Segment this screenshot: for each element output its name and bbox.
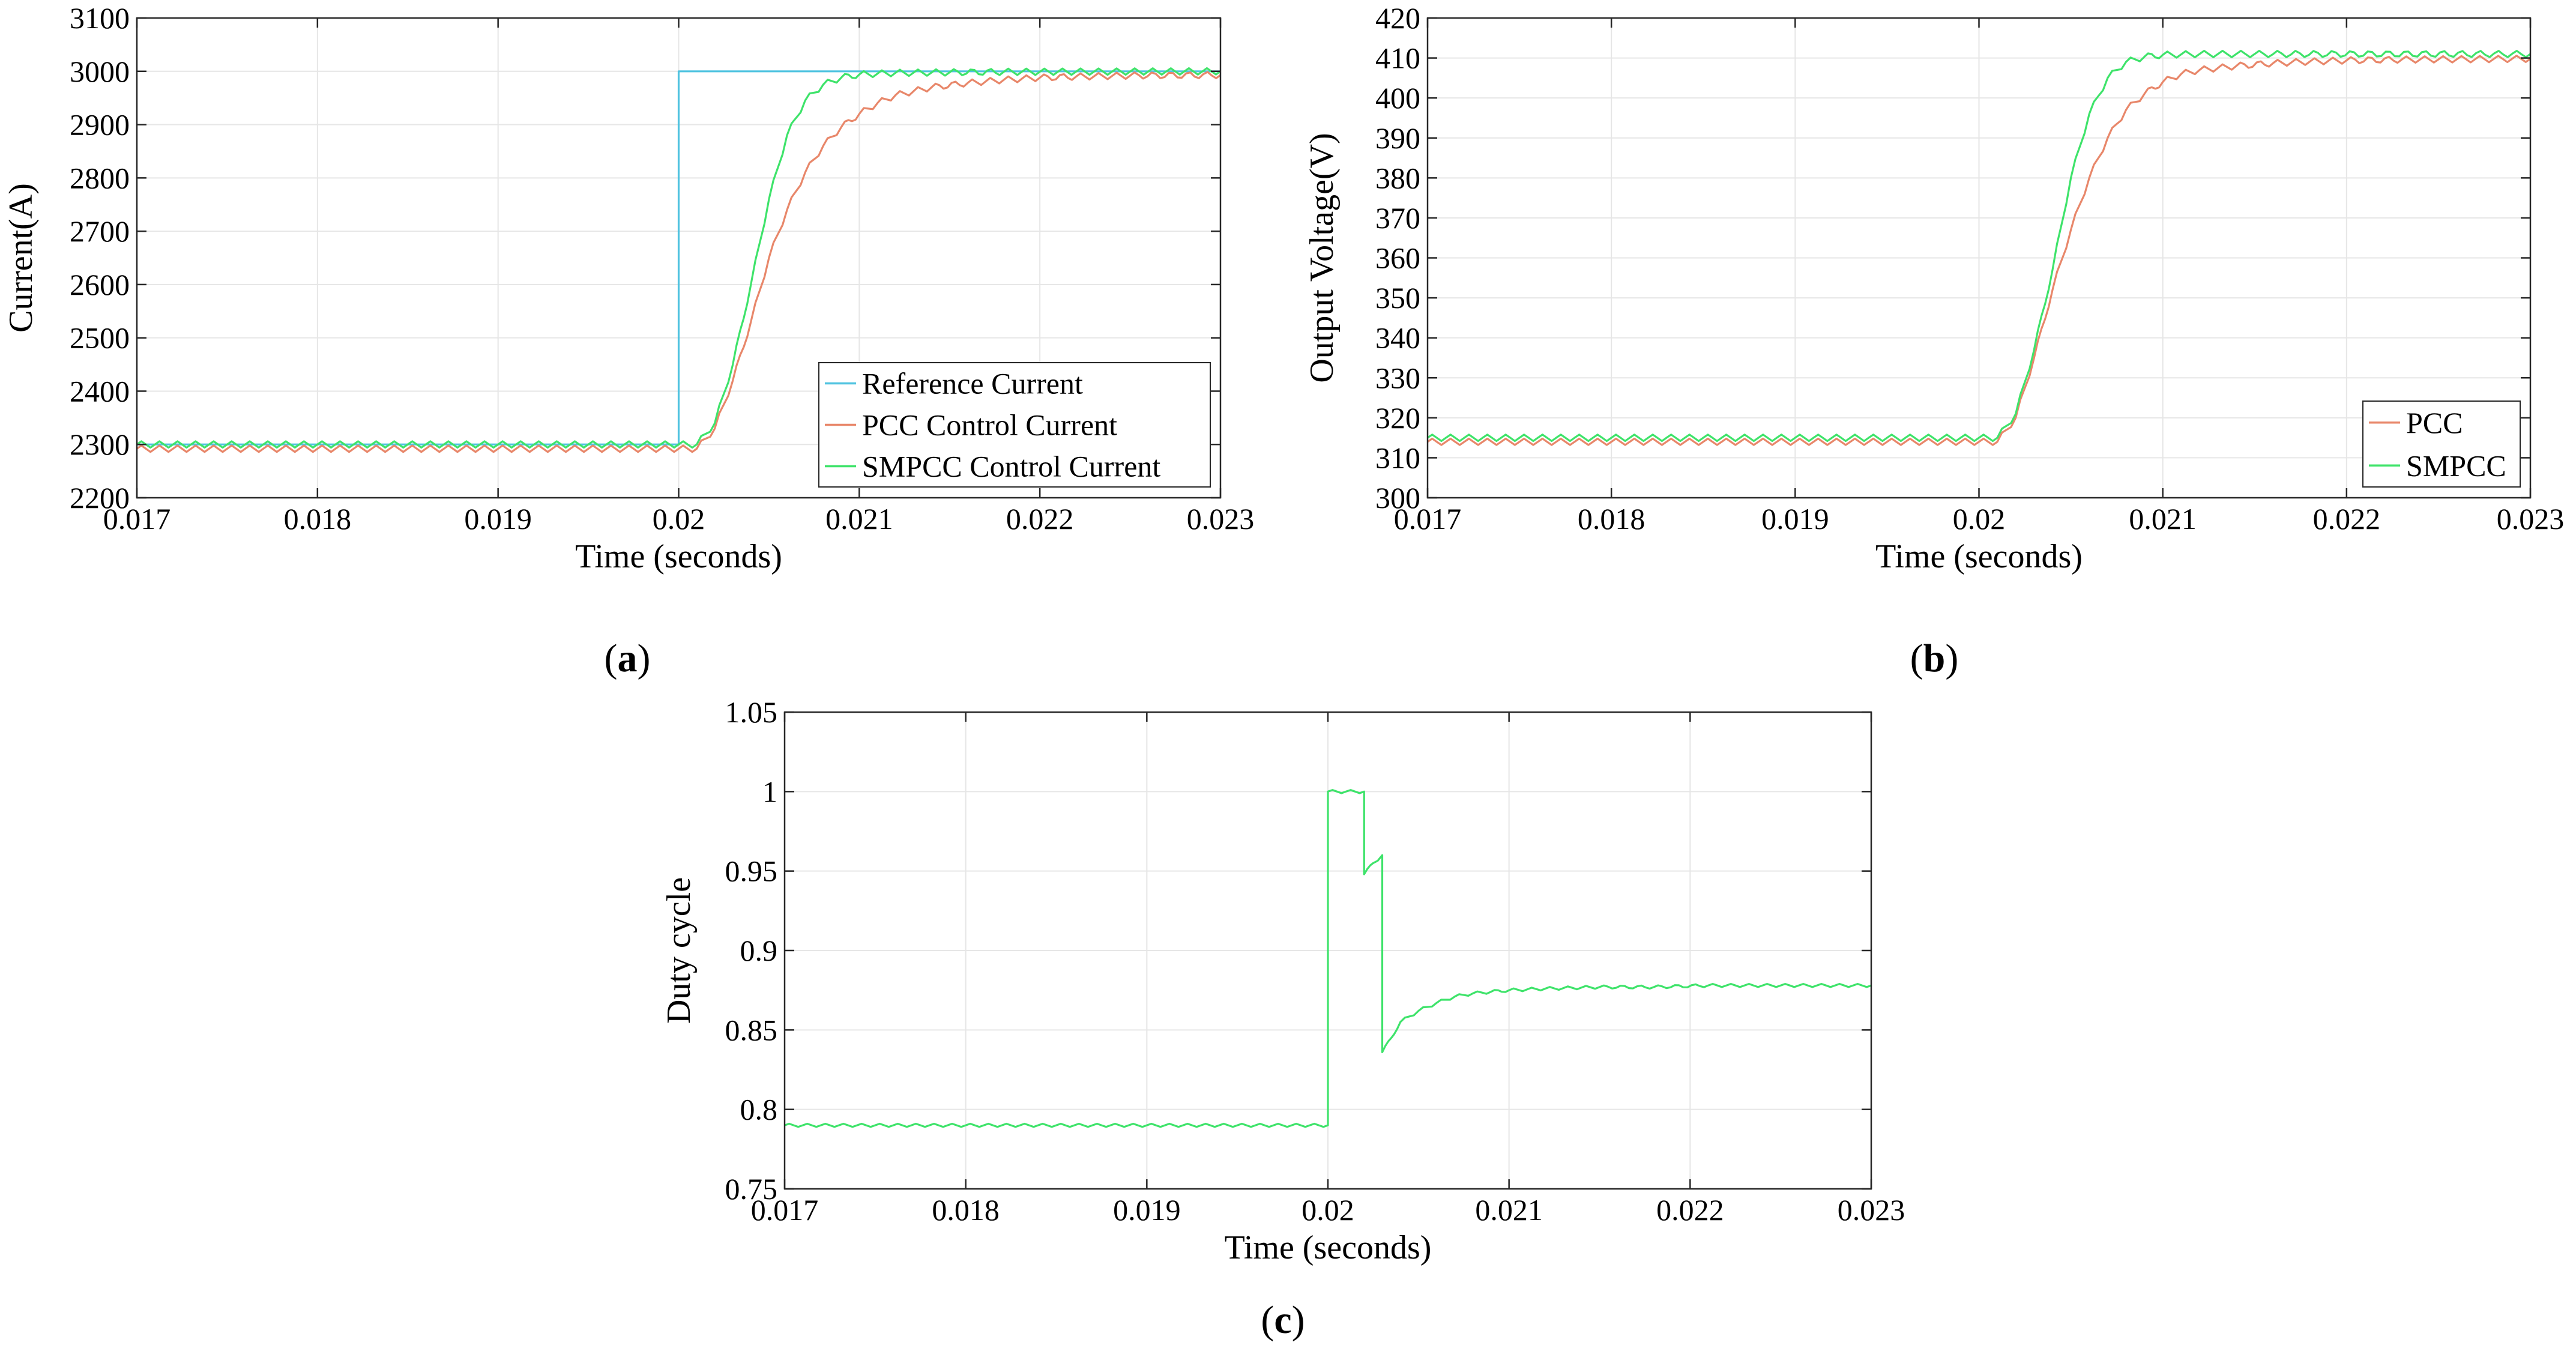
y-tick-label: 2700 bbox=[70, 214, 130, 248]
x-tick-label: 0.018 bbox=[932, 1193, 1000, 1227]
y-tick-label: 3000 bbox=[70, 55, 130, 88]
legend-entry-label: SMPCC Control Current bbox=[862, 450, 1160, 483]
x-tick-label: 0.023 bbox=[1838, 1193, 1905, 1227]
y-tick-label: 320 bbox=[1375, 401, 1420, 435]
y-tick-label: 2300 bbox=[70, 428, 130, 461]
x-tick-label: 0.021 bbox=[2129, 502, 2197, 536]
caption-a: (a) bbox=[605, 636, 651, 680]
y-axis-label: Output Voltage(V) bbox=[1303, 133, 1341, 382]
series-line-smpcc bbox=[1427, 50, 2531, 443]
x-tick-label: 0.019 bbox=[1113, 1193, 1181, 1227]
y-tick-label: 300 bbox=[1375, 481, 1420, 515]
x-tick-label: 0.018 bbox=[1578, 502, 1645, 536]
y-tick-label: 340 bbox=[1375, 321, 1420, 355]
chart-b-output-voltage: 0.017 0.018 0.019 0.02 0.021 0.022 0.023 300 310… bbox=[1303, 1, 2564, 575]
y-tick-label: 1.05 bbox=[725, 695, 778, 729]
y-tick-label: 370 bbox=[1375, 201, 1420, 235]
x-axis-label: Time (seconds) bbox=[1875, 538, 2083, 575]
legend-entry-label: SMPCC bbox=[2406, 449, 2506, 482]
series-line-smpcc-control-current bbox=[136, 67, 1221, 449]
x-tick-label: 0.02 bbox=[653, 502, 705, 536]
series-line-pcc-control-current bbox=[136, 71, 1221, 453]
series-line-pcc bbox=[1427, 55, 2531, 446]
y-tick-label: 2800 bbox=[70, 161, 130, 195]
x-tick-label: 0.017 bbox=[103, 502, 171, 536]
y-tick-label: 390 bbox=[1375, 121, 1420, 155]
x-tick-label: 0.018 bbox=[284, 502, 352, 536]
legend-entry-label: PCC bbox=[2406, 406, 2463, 440]
x-tick-label: 0.023 bbox=[2497, 502, 2565, 536]
y-tick-label: 380 bbox=[1375, 161, 1420, 195]
x-tick-label: 0.019 bbox=[1761, 502, 1829, 536]
legend: Reference Current PCC Control Current SMPC… bbox=[818, 362, 1211, 488]
y-axis-label: Current(A) bbox=[2, 183, 40, 333]
x-axis-label: Time (seconds) bbox=[575, 538, 782, 575]
y-axis-label: Duty cycle bbox=[660, 877, 698, 1024]
y-tick-label: 350 bbox=[1375, 281, 1420, 315]
series-line-duty-cycle bbox=[784, 789, 1872, 1128]
legend-entry-label: PCC Control Current bbox=[862, 408, 1117, 442]
y-tick-label: 0.9 bbox=[740, 934, 778, 967]
x-tick-label: 0.022 bbox=[1006, 502, 1074, 536]
y-tick-label: 3100 bbox=[70, 1, 130, 35]
y-tick-label: 2500 bbox=[70, 321, 130, 355]
x-tick-label: 0.021 bbox=[825, 502, 893, 536]
x-tick-label: 0.023 bbox=[1187, 502, 1255, 536]
y-tick-label: 2900 bbox=[70, 108, 130, 142]
x-tick-label: 0.019 bbox=[464, 502, 532, 536]
chart-a-current: 0.017 0.018 0.019 0.02 0.021 0.022 0.023 2200 23… bbox=[2, 1, 1254, 575]
x-tick-label: 0.02 bbox=[1953, 502, 2006, 536]
y-tick-label: 0.95 bbox=[725, 854, 778, 888]
y-tick-label: 2600 bbox=[70, 268, 130, 301]
legend-entry-label: Reference Current bbox=[862, 367, 1083, 400]
x-tick-label: 0.022 bbox=[2313, 502, 2381, 536]
y-tick-label: 1 bbox=[762, 775, 777, 808]
y-tick-label: 2200 bbox=[70, 481, 130, 515]
y-tick-label: 360 bbox=[1375, 241, 1420, 275]
x-axis-label: Time (seconds) bbox=[1225, 1229, 1432, 1266]
legend: PCC SMPCC bbox=[2362, 400, 2521, 488]
x-tick-label: 0.017 bbox=[1394, 502, 1462, 536]
y-tick-label: 0.85 bbox=[725, 1013, 778, 1047]
legend-box bbox=[818, 362, 1211, 488]
y-tick-label: 410 bbox=[1375, 41, 1420, 75]
y-tick-label: 310 bbox=[1375, 441, 1420, 474]
caption-b: (b) bbox=[1910, 636, 1959, 680]
chart-c-duty-cycle: 0.017 0.018 0.019 0.02 0.021 0.022 0.023 0.75 0.… bbox=[660, 695, 1905, 1266]
x-tick-label: 0.02 bbox=[1302, 1193, 1354, 1227]
y-tick-label: 330 bbox=[1375, 361, 1420, 394]
x-tick-label: 0.022 bbox=[1656, 1193, 1724, 1227]
y-tick-label: 420 bbox=[1375, 1, 1420, 35]
caption-c: (c) bbox=[1261, 1298, 1305, 1342]
legend-box bbox=[2362, 400, 2521, 488]
x-tick-label: 0.017 bbox=[751, 1193, 819, 1227]
y-tick-label: 0.75 bbox=[725, 1172, 778, 1206]
y-tick-label: 400 bbox=[1375, 81, 1420, 115]
x-tick-label: 0.021 bbox=[1475, 1193, 1543, 1227]
y-tick-label: 0.8 bbox=[740, 1093, 778, 1126]
y-tick-label: 2400 bbox=[70, 374, 130, 408]
